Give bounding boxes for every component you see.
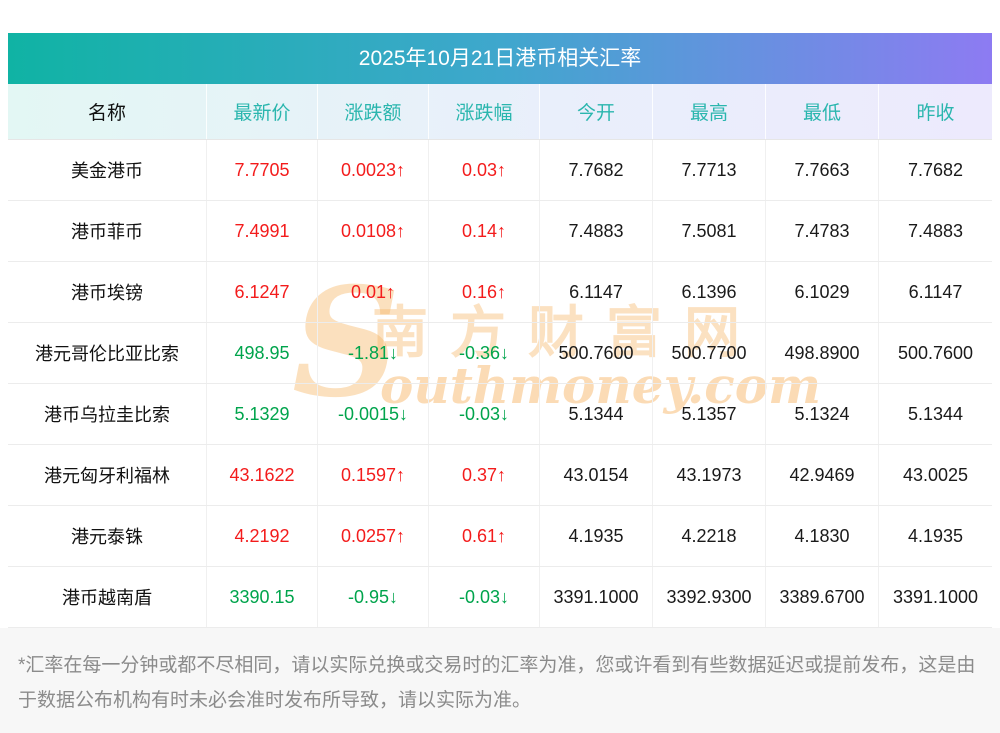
cell-change: 0.0257↑ bbox=[318, 506, 429, 566]
cell-change: 0.01↑ bbox=[318, 262, 429, 322]
cell-open: 5.1344 bbox=[540, 384, 653, 444]
cell-latest: 4.2192 bbox=[207, 506, 318, 566]
cell-low: 5.1324 bbox=[766, 384, 879, 444]
column-header: 最新价 bbox=[207, 84, 318, 139]
column-header: 涨跌幅 bbox=[429, 84, 540, 139]
cell-change: 0.0023↑ bbox=[318, 140, 429, 200]
cell-pct: -0.36↓ bbox=[429, 323, 540, 383]
column-header: 最高 bbox=[653, 84, 766, 139]
cell-low: 3389.6700 bbox=[766, 567, 879, 627]
cell-change: -0.0015↓ bbox=[318, 384, 429, 444]
cell-high: 500.7700 bbox=[653, 323, 766, 383]
table-title-bar: 2025年10月21日港币相关汇率 bbox=[8, 33, 992, 84]
cell-prev: 7.4883 bbox=[907, 220, 964, 241]
cell-open: 4.1935 bbox=[540, 506, 653, 566]
cell-change: 0.0108↑ bbox=[318, 201, 429, 261]
cell-high: 6.1396 bbox=[653, 262, 766, 322]
cell-pct: -0.03↓ bbox=[429, 384, 540, 444]
column-header: 今开 bbox=[540, 84, 653, 139]
cell-pct: 0.61↑ bbox=[429, 506, 540, 566]
cell-prev: 6.1147 bbox=[908, 281, 963, 302]
cell-prev: 7.7682 bbox=[907, 159, 964, 180]
table-row: 港币乌拉圭比索 5.1329 -0.0015↓ -0.03↓ 5.1344 5.1357 5… bbox=[8, 384, 992, 445]
cell-high: 4.2218 bbox=[653, 506, 766, 566]
cell-name: 港元哥伦比亚比索 bbox=[8, 323, 207, 383]
cell-low: 498.8900 bbox=[766, 323, 879, 383]
table-body: 美金港币 7.7705 0.0023↑ 0.03↑ 7.7682 7.7713 7.7663… bbox=[8, 140, 992, 628]
footnote: *汇率在每一分钟或都不尽相同，请以实际兑换或交易时的汇率为准，您或许看到有些数据… bbox=[18, 655, 976, 711]
column-header: 昨收 bbox=[916, 103, 955, 124]
cell-pct: 0.16↑ bbox=[429, 262, 540, 322]
cell-latest: 6.1247 bbox=[207, 262, 318, 322]
cell-low: 7.7663 bbox=[766, 140, 879, 200]
cell-prev: 5.1344 bbox=[907, 403, 964, 424]
cell-prev: 43.0025 bbox=[902, 464, 969, 485]
cell-change: 0.1597↑ bbox=[318, 445, 429, 505]
cell-low: 4.1830 bbox=[766, 506, 879, 566]
cell-open: 500.7600 bbox=[540, 323, 653, 383]
table-row: 港币越南盾 3390.15 -0.95↓ -0.03↓ 3391.1000 3392.93… bbox=[8, 567, 992, 628]
cell-prev: 4.1935 bbox=[907, 525, 964, 546]
cell-open: 43.0154 bbox=[540, 445, 653, 505]
cell-low: 42.9469 bbox=[766, 445, 879, 505]
table-row: 港元哥伦比亚比索 498.95 -1.81↓ -0.36↓ 500.7600 500.77… bbox=[8, 323, 992, 384]
cell-change: -1.81↓ bbox=[318, 323, 429, 383]
cell-low: 7.4783 bbox=[766, 201, 879, 261]
column-header: 名称 bbox=[8, 84, 207, 139]
cell-open: 3391.1000 bbox=[540, 567, 653, 627]
cell-name: 港币越南盾 bbox=[8, 567, 207, 627]
cell-latest: 7.4991 bbox=[207, 201, 318, 261]
table-row: 美金港币 7.7705 0.0023↑ 0.03↑ 7.7682 7.7713 7.7663… bbox=[8, 140, 992, 201]
page-title: 2025年10月21日港币相关汇率 bbox=[358, 47, 642, 70]
cell-prev: 500.7600 bbox=[897, 342, 974, 363]
table-header-row: 名称 最新价 涨跌额 涨跌幅 今开 最高 最低 昨收 bbox=[8, 84, 992, 140]
cell-latest: 7.7705 bbox=[207, 140, 318, 200]
cell-name: 港币埃镑 bbox=[8, 262, 207, 322]
cell-latest: 43.1622 bbox=[207, 445, 318, 505]
cell-pct: 0.03↑ bbox=[429, 140, 540, 200]
column-header: 最低 bbox=[766, 84, 879, 139]
cell-latest: 498.95 bbox=[207, 323, 318, 383]
cell-open: 6.1147 bbox=[540, 262, 653, 322]
cell-name: 港币菲币 bbox=[8, 201, 207, 261]
cell-name: 港元泰铢 bbox=[8, 506, 207, 566]
rates-table: 2025年10月21日港币相关汇率 名称 最新价 涨跌额 涨跌幅 今开 最高 最低 昨收 美金… bbox=[8, 33, 992, 628]
cell-pct: 0.37↑ bbox=[429, 445, 540, 505]
cell-name: 港元匈牙利福林 bbox=[8, 445, 207, 505]
cell-high: 3392.9300 bbox=[653, 567, 766, 627]
cell-open: 7.4883 bbox=[540, 201, 653, 261]
cell-change: -0.95↓ bbox=[318, 567, 429, 627]
cell-prev: 3391.1000 bbox=[892, 586, 979, 607]
table-row: 港元泰铢 4.2192 0.0257↑ 0.61↑ 4.1935 4.2218 4.1830… bbox=[8, 506, 992, 567]
footer: *汇率在每一分钟或都不尽相同，请以实际兑换或交易时的汇率为准，您或许看到有些数据… bbox=[0, 628, 1000, 733]
cell-high: 7.7713 bbox=[653, 140, 766, 200]
table-row: 港币埃镑 6.1247 0.01↑ 0.16↑ 6.1147 6.1396 6.1029 6.… bbox=[8, 262, 992, 323]
cell-open: 7.7682 bbox=[540, 140, 653, 200]
cell-pct: -0.03↓ bbox=[429, 567, 540, 627]
cell-name: 美金港币 bbox=[8, 140, 207, 200]
cell-name: 港币乌拉圭比索 bbox=[8, 384, 207, 444]
cell-pct: 0.14↑ bbox=[429, 201, 540, 261]
cell-latest: 3390.15 bbox=[207, 567, 318, 627]
table-row: 港币菲币 7.4991 0.0108↑ 0.14↑ 7.4883 7.5081 7.4783… bbox=[8, 201, 992, 262]
cell-high: 43.1973 bbox=[653, 445, 766, 505]
cell-high: 5.1357 bbox=[653, 384, 766, 444]
column-header: 涨跌额 bbox=[318, 84, 429, 139]
cell-latest: 5.1329 bbox=[207, 384, 318, 444]
table-row: 港元匈牙利福林 43.1622 0.1597↑ 0.37↑ 43.0154 43.1973… bbox=[8, 445, 992, 506]
cell-high: 7.5081 bbox=[653, 201, 766, 261]
cell-low: 6.1029 bbox=[766, 262, 879, 322]
